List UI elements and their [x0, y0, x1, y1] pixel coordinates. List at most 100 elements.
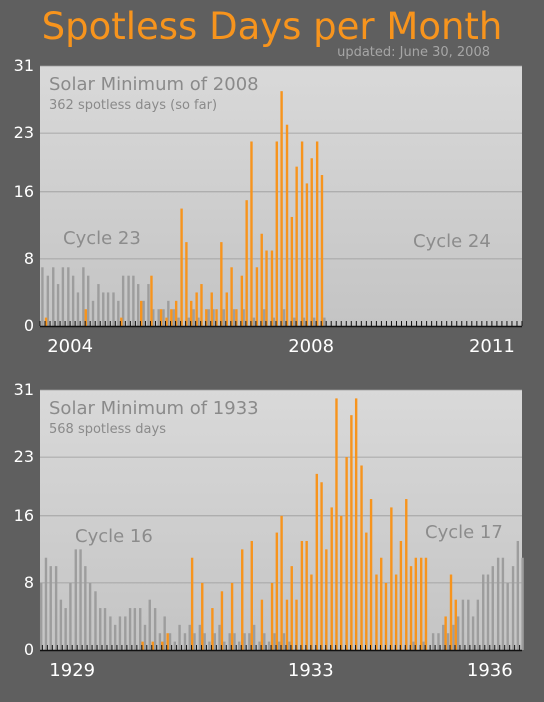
bar-orange — [161, 641, 164, 650]
bar-gray — [302, 317, 306, 326]
bar-gray — [312, 317, 316, 326]
bar-gray — [288, 641, 291, 650]
x-tick-label: 2011 — [469, 336, 515, 357]
chart-subtitle: 362 spotless days (so far) — [49, 98, 217, 113]
bar-orange — [320, 175, 324, 326]
bar-gray — [263, 633, 266, 650]
bar-gray — [54, 566, 58, 650]
bar-orange — [290, 566, 293, 650]
bar-gray — [476, 599, 480, 650]
bar-orange — [120, 317, 123, 326]
bar-gray — [187, 317, 191, 326]
bar-orange — [280, 515, 283, 650]
bar-gray — [252, 624, 256, 650]
bar-orange — [409, 566, 413, 650]
bar-orange — [250, 540, 253, 650]
bar-orange — [325, 549, 328, 650]
bar-gray — [172, 309, 175, 326]
bar-gray — [102, 292, 105, 326]
cycle-annotation: Cycle 17 — [425, 522, 503, 543]
bar-gray — [109, 616, 112, 650]
bar-gray — [293, 317, 296, 326]
bar-gray — [193, 633, 196, 650]
bar-gray — [238, 641, 241, 650]
bar-orange — [265, 250, 268, 326]
bar-orange — [449, 574, 453, 650]
bar-orange — [151, 641, 154, 650]
bar-gray — [262, 309, 266, 326]
bar-gray — [121, 275, 125, 326]
bar-gray — [113, 624, 117, 650]
bar-gray — [222, 309, 225, 326]
updated-date: updated: June 30, 2008 — [337, 45, 490, 60]
bar-orange — [305, 540, 308, 650]
bar-orange — [270, 582, 274, 650]
bar-orange — [365, 532, 368, 650]
y-tick-label: 0 — [24, 640, 34, 659]
bar-orange — [174, 300, 178, 326]
bar-orange — [300, 141, 304, 326]
bar-orange — [424, 557, 428, 650]
bar-orange — [295, 166, 298, 326]
bar-gray — [452, 624, 455, 650]
bar-orange — [220, 242, 223, 326]
bar-gray — [232, 309, 236, 326]
bar-orange — [141, 641, 144, 650]
bar-gray — [223, 641, 226, 650]
bar-orange — [444, 616, 447, 650]
bar-gray — [456, 616, 460, 650]
bar-gray — [84, 566, 87, 650]
bar-orange — [280, 91, 283, 327]
y-tick-label: 31 — [14, 380, 34, 399]
bar-gray — [506, 582, 509, 650]
bar-orange — [335, 398, 338, 650]
bar-gray — [163, 616, 166, 650]
bar-gray — [431, 633, 435, 650]
bar-orange — [44, 317, 48, 326]
bar-orange — [211, 608, 214, 650]
bar-gray — [41, 267, 44, 326]
bar-gray — [248, 633, 251, 650]
bar-gray — [71, 275, 75, 326]
bar-gray — [103, 608, 107, 650]
chart-title: Solar Minimum of 2008 — [49, 74, 259, 95]
bar-orange — [305, 183, 309, 326]
bar-orange — [380, 557, 383, 650]
bar-gray — [132, 275, 135, 326]
bar-gray — [61, 267, 65, 326]
bar-gray — [501, 557, 505, 650]
bar-gray — [173, 641, 177, 650]
y-tick-label: 8 — [24, 249, 34, 268]
bar-orange — [300, 540, 304, 650]
bar-gray — [471, 616, 475, 650]
bar-gray — [139, 608, 142, 650]
bar-orange — [190, 300, 193, 326]
bar-gray — [272, 317, 275, 326]
bar-gray — [94, 591, 97, 650]
bar-gray — [49, 566, 52, 650]
cycle-annotation: Cycle 16 — [75, 526, 153, 547]
bar-orange — [170, 309, 173, 326]
bar-orange — [190, 557, 194, 650]
bar-orange — [384, 582, 388, 650]
bar-orange — [235, 309, 238, 326]
bar-gray — [177, 317, 180, 326]
bar-orange — [390, 507, 393, 650]
bar-gray — [188, 624, 191, 650]
bar-orange — [270, 250, 274, 326]
bar-gray — [446, 633, 450, 650]
bar-gray — [152, 309, 155, 326]
bar-orange — [230, 267, 233, 326]
bar-gray — [148, 599, 151, 650]
bar-gray — [323, 317, 326, 326]
bar-gray — [178, 624, 181, 650]
bar-orange — [210, 292, 213, 326]
bar-gray — [39, 582, 43, 650]
bar-gray — [258, 641, 261, 650]
bar-gray — [56, 284, 60, 326]
bar-gray — [437, 633, 440, 650]
bar-orange — [185, 242, 188, 326]
bar-gray — [112, 292, 115, 326]
bar-orange — [414, 557, 418, 650]
bar-orange — [260, 599, 264, 650]
